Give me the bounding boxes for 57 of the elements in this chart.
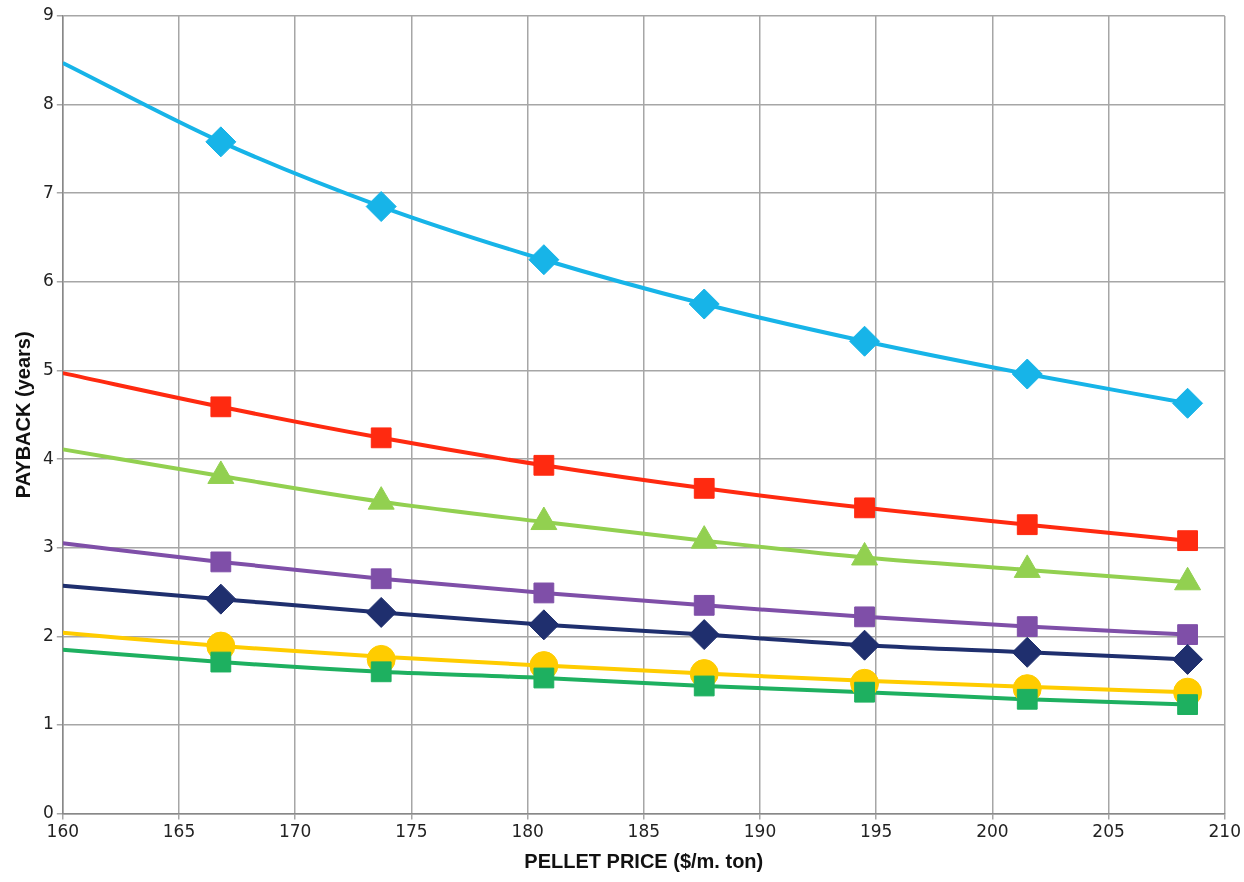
x-tick-label: 185 [627,821,661,842]
point [210,551,232,573]
y-tick-label: 5 [42,358,54,379]
point [1172,643,1204,675]
x-tick-label: 165 [162,821,196,842]
point [688,288,720,320]
point [688,619,720,651]
point [1011,636,1043,668]
point [1011,358,1043,390]
point [693,594,715,616]
y-tick-label: 7 [42,181,54,202]
point [1172,387,1204,419]
point [533,667,555,689]
y-tick-label: 8 [42,93,54,114]
y-tick-label: 3 [42,536,54,557]
y-tick-label: 9 [42,4,54,25]
point [210,651,232,673]
point [528,609,560,641]
point [365,596,397,628]
x-tick-label: 175 [395,821,428,842]
x-tick-label: 195 [859,821,893,842]
point [849,325,881,357]
point [528,244,560,276]
y-axis-title: PAYBACK (years) [11,331,34,499]
y-tick-label: 4 [42,447,54,468]
point [370,568,392,590]
point [854,606,875,628]
y-tick-label: 0 [42,802,54,823]
point [1016,514,1038,536]
point [693,675,715,697]
point [210,396,232,418]
y-tick-label: 1 [42,713,54,734]
x-tick-label: 200 [976,821,1009,842]
point [1177,694,1198,715]
point [1177,624,1198,645]
point [533,582,555,604]
point [533,454,555,476]
x-tick-label: 160 [46,821,80,842]
y-tick-label: 2 [42,624,54,645]
x-axis-title: PELLET PRICE ($/m. ton) [524,849,764,872]
point [854,497,875,519]
point [693,477,715,499]
point [370,427,392,449]
x-tick-label: 180 [511,821,544,842]
point [365,191,397,223]
point [849,629,881,661]
point [1016,616,1038,638]
x-tick-label: 210 [1208,821,1241,842]
x-tick-label: 205 [1092,821,1125,842]
x-tick-label: 190 [743,821,777,842]
point [370,661,392,683]
x-tick-label: 170 [278,821,312,842]
point [1016,688,1038,710]
point [1177,530,1198,552]
point [205,583,237,615]
y-tick-label: 6 [42,270,54,291]
point [205,126,237,158]
